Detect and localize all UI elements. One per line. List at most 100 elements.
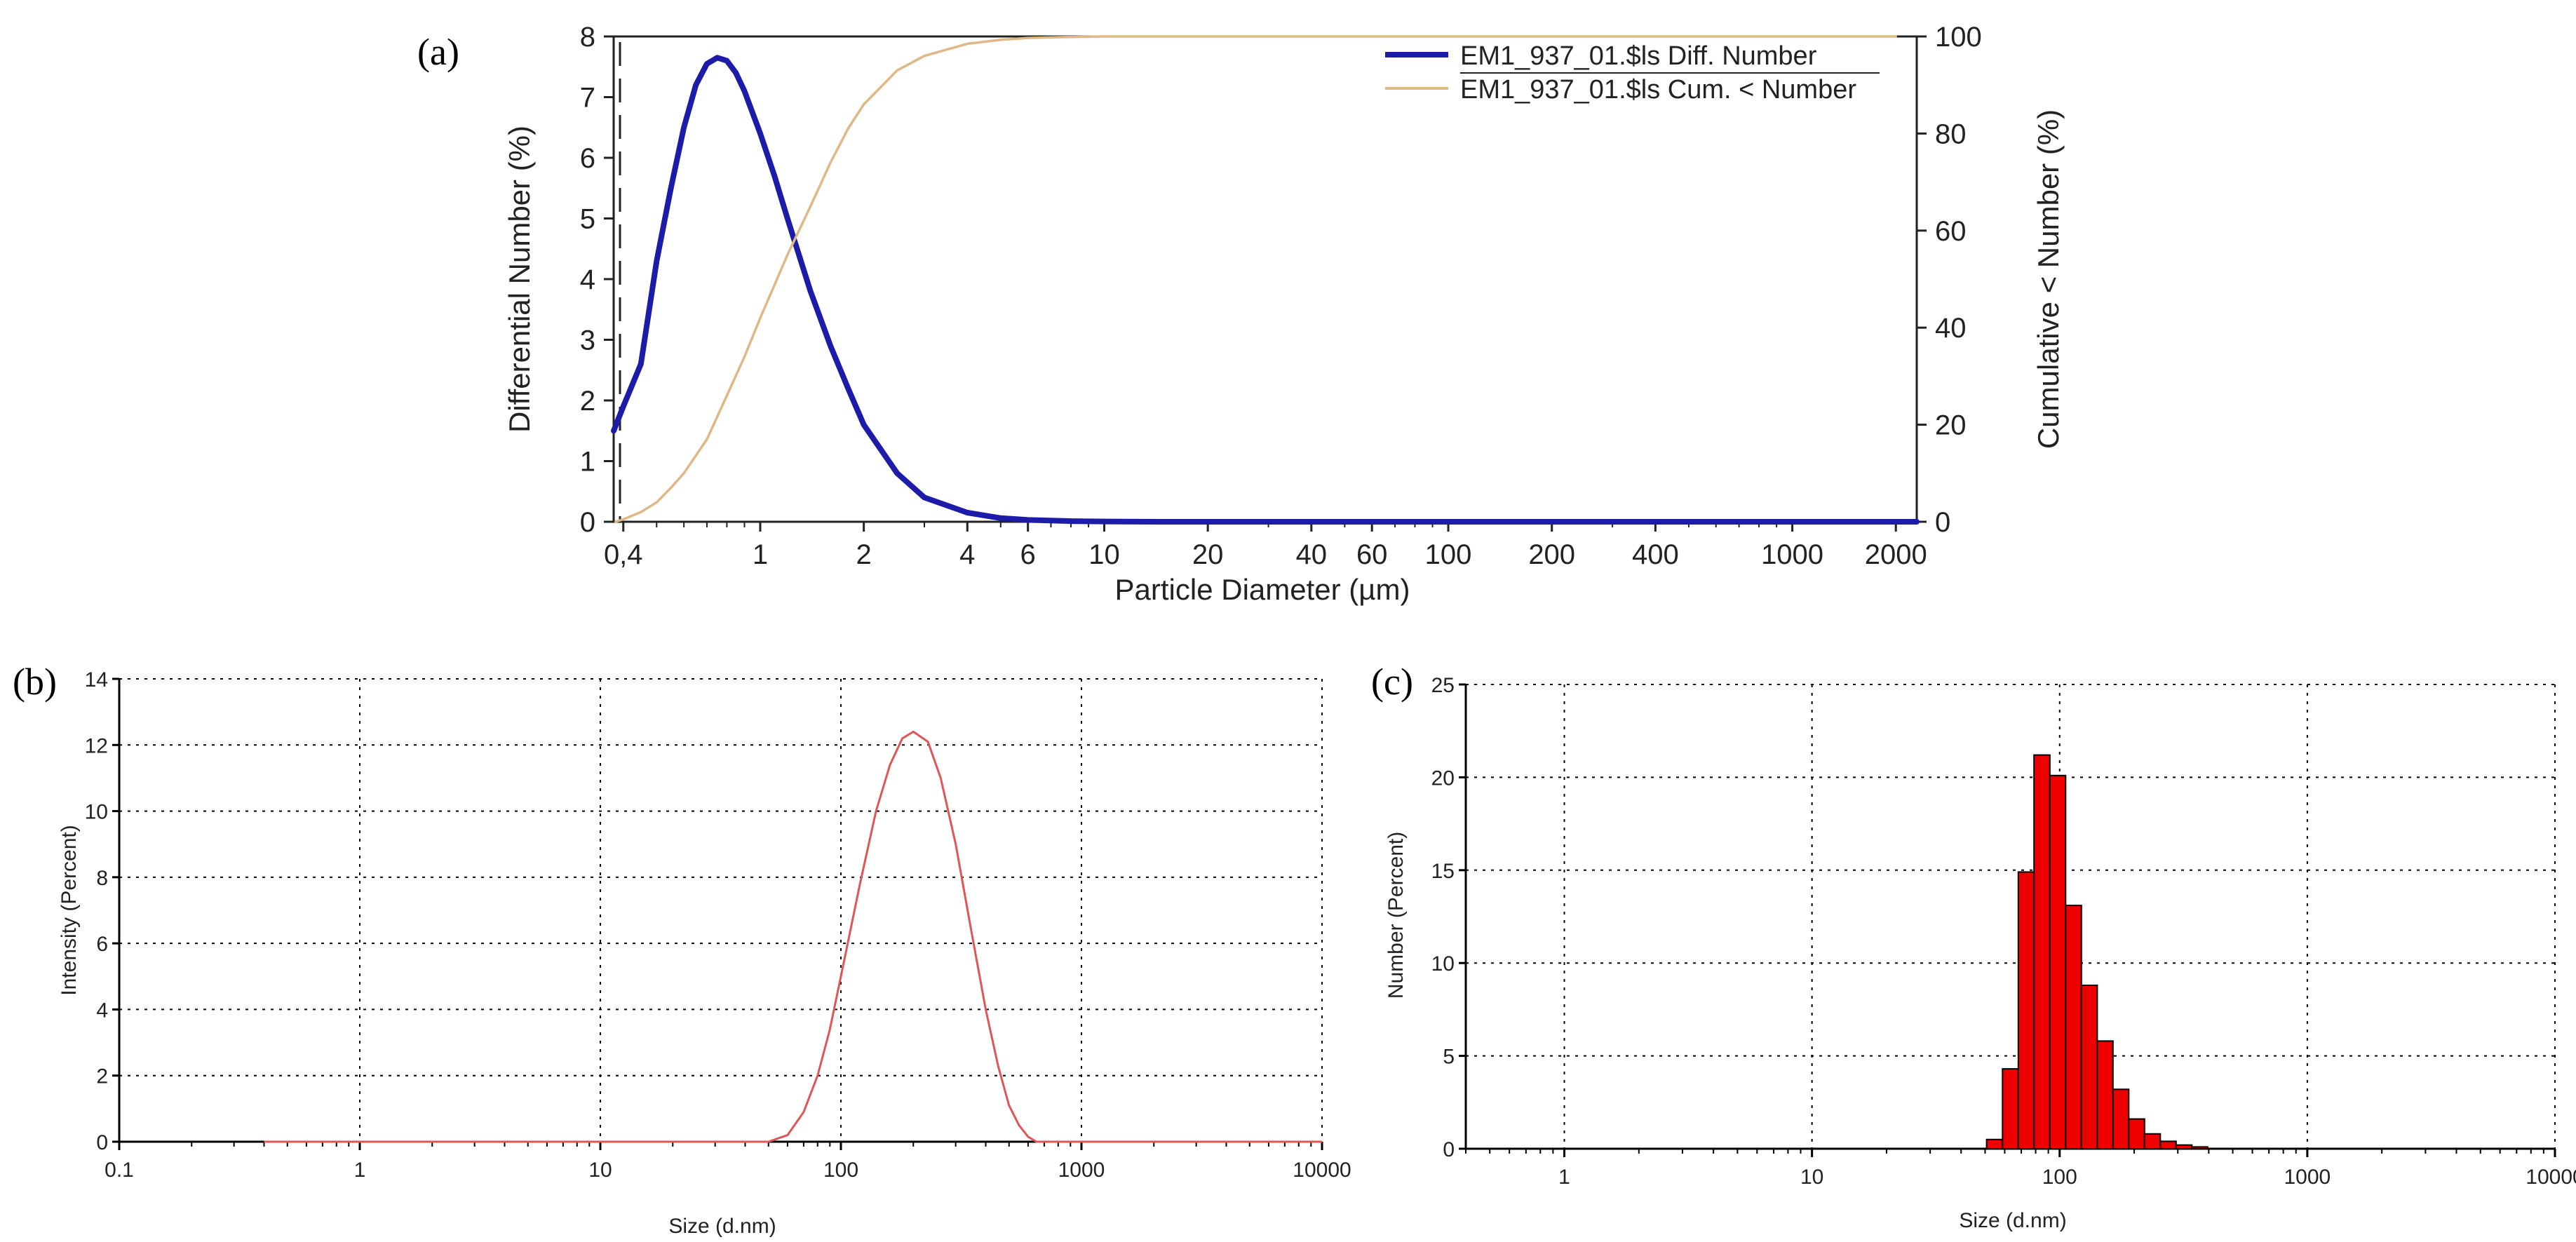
- chart-a-y-tick-label: 2: [580, 386, 595, 417]
- chart-a-y2-tick-label: 80: [1935, 119, 1967, 149]
- chart-c-bar: [2191, 1146, 2209, 1150]
- chart-a-y-axis-label: Differential Number (%): [503, 126, 536, 433]
- chart-b-y-tick-label: 14: [85, 668, 108, 691]
- chart-a-y2-tick-label: 20: [1935, 410, 1967, 441]
- chart-c-x-ticks: 1 10 100 1000 10000: [1465, 1149, 2576, 1189]
- chart-c-bars: [1985, 754, 2209, 1150]
- panel-label-a: (a): [417, 31, 459, 73]
- chart-c-grid: [1466, 684, 2556, 1149]
- chart-a-y2-tick-label: 60: [1935, 216, 1967, 247]
- chart-a-x-tick-label: 2: [856, 539, 871, 570]
- chart-c-bar: [2049, 774, 2067, 1150]
- chart-a-y2-tick-label: 0: [1935, 507, 1950, 538]
- chart-b-x-tick-label: 100: [823, 1159, 858, 1182]
- chart-c: 0 5 10 15 20 25 1 10 100 1000 10000 Size (d.nm) N…: [1384, 674, 2576, 1232]
- chart-b-x-tick-label: 1000: [1058, 1159, 1105, 1182]
- chart-b-x-tick-label: 1: [354, 1159, 366, 1182]
- chart-c-x-tick-label: 1: [1558, 1166, 1570, 1189]
- chart-c-y-tick-label: 0: [1443, 1138, 1455, 1161]
- chart-a-x-tick-label: 40: [1296, 539, 1328, 570]
- chart-a-x-tick-label: 6: [1020, 539, 1036, 570]
- chart-b-x-tick-label: 10000: [1293, 1159, 1351, 1182]
- chart-c-bar: [2033, 754, 2051, 1149]
- chart-c-y-axis-label: Number (Percent): [1384, 832, 1408, 999]
- chart-a-x-tick-label: 10: [1088, 539, 1120, 570]
- chart-c-x-axis-label: Size (d.nm): [1959, 1209, 2066, 1232]
- chart-a-y-tick-label: 3: [580, 325, 595, 356]
- chart-a: 0 1 2 3 4 5 6 7 8 0 20 40 60 80 100 0,4 1 2 4 6 10 20 40 60 10…: [503, 22, 2065, 606]
- chart-a-x-tick-label: 1000: [1761, 539, 1823, 570]
- chart-c-bar: [2080, 985, 2098, 1149]
- chart-a-x-axis-label: Particle Diameter (µm): [1115, 573, 1410, 606]
- chart-b-y-axis-label: Intensity (Percent): [58, 825, 81, 995]
- chart-a-diff-number-line: [611, 55, 1920, 525]
- chart-c-y-ticks: 0 5 10 15 20 25: [1431, 674, 1466, 1161]
- chart-a-y-tick-label: 0: [580, 507, 595, 538]
- chart-a-y2-axis-label: Cumulative < Number (%): [2032, 109, 2065, 449]
- chart-c-y-tick-label: 15: [1431, 860, 1455, 883]
- chart-a-y-ticks: 0 1 2 3 4 5 6 7 8: [580, 22, 614, 538]
- chart-a-x-tick-label: 2000: [1865, 539, 1927, 570]
- chart-a-y-tick-label: 6: [580, 143, 595, 174]
- chart-a-x-tick-label: 400: [1632, 539, 1679, 570]
- chart-a-legend: EM1_937_01.$ls Diff. Number EM1_937_01.$…: [1385, 41, 1880, 104]
- chart-a-x-tick-label: 1: [753, 539, 768, 570]
- panel-label-c: (c): [1371, 661, 1413, 703]
- chart-a-legend-label-cum: EM1_937_01.$ls Cum. < Number: [1460, 75, 1856, 104]
- chart-b-y-tick-label: 2: [96, 1065, 108, 1088]
- chart-a-x-tick-label: 20: [1192, 539, 1224, 570]
- chart-b-series: [264, 730, 1322, 1143]
- chart-a-y2-tick-label: 40: [1935, 313, 1967, 344]
- chart-c-bar: [2175, 1144, 2193, 1149]
- chart-c-y-tick-label: 5: [1443, 1046, 1455, 1069]
- chart-a-y-tick-label: 5: [580, 204, 595, 235]
- chart-c-bar: [2002, 1068, 2019, 1149]
- chart-a-y-tick-label: 4: [580, 264, 595, 295]
- chart-b-grid: [119, 678, 1323, 1142]
- chart-c-bar: [2159, 1140, 2177, 1150]
- chart-a-y2-ticks: 0 20 40 60 80 100: [1917, 22, 1982, 538]
- chart-b-y-tick-label: 10: [85, 801, 108, 824]
- chart-b-y-tick-label: 12: [85, 734, 108, 757]
- chart-b-x-tick-label: 0.1: [104, 1159, 134, 1182]
- chart-b-x-axis-label: Size (d.nm): [668, 1215, 776, 1238]
- chart-b-y-ticks: 0 2 4 6 8 10 12 14: [85, 668, 119, 1154]
- chart-a-y2-tick-label: 100: [1935, 22, 1982, 53]
- chart-a-legend-label-diff: EM1_937_01.$ls Diff. Number: [1460, 41, 1817, 71]
- chart-b-y-tick-label: 6: [96, 933, 108, 956]
- chart-a-x-tick-label: 4: [959, 539, 975, 570]
- chart-c-y-tick-label: 25: [1431, 674, 1455, 697]
- chart-c-x-tick-label: 10000: [2526, 1166, 2576, 1189]
- chart-c-y-tick-label: 10: [1431, 952, 1455, 976]
- chart-c-bar: [2017, 871, 2035, 1150]
- panel-label-b: (b): [13, 661, 57, 703]
- chart-c-bar: [2065, 905, 2082, 1149]
- chart-a-y-tick-label: 1: [580, 447, 595, 478]
- chart-a-x-ticks: 0,4 1 2 4 6 10 20 40 60 100 200 400 1000 2000: [604, 522, 1927, 570]
- chart-a-y-tick-label: 7: [580, 83, 595, 114]
- chart-a-y-tick-label: 8: [580, 22, 595, 53]
- chart-a-series: [611, 35, 1920, 525]
- chart-c-x-tick-label: 10: [1800, 1166, 1823, 1189]
- chart-b-intensity-line: [264, 730, 1322, 1143]
- chart-c-x-tick-label: 100: [2042, 1166, 2077, 1189]
- chart-c-bar: [2143, 1133, 2162, 1150]
- chart-c-bar: [2112, 1088, 2130, 1150]
- chart-b-x-tick-label: 10: [588, 1159, 612, 1182]
- chart-c-bar: [2128, 1118, 2145, 1149]
- chart-c-bar: [2096, 1040, 2114, 1150]
- chart-a-x-tick-label: 60: [1356, 539, 1388, 570]
- chart-a-x-tick-label: 100: [1425, 539, 1472, 570]
- chart-a-x-tick-label: 200: [1528, 539, 1575, 570]
- chart-b: 0 2 4 6 8 10 12 14 0.1 1 10 100 1000 10000 Size (d.n…: [58, 668, 1351, 1238]
- chart-a-x-tick-label: 0,4: [604, 539, 643, 570]
- chart-b-y-tick-label: 0: [96, 1131, 108, 1154]
- chart-c-x-tick-label: 1000: [2284, 1166, 2331, 1189]
- chart-c-bar: [1985, 1138, 2004, 1150]
- chart-b-y-tick-label: 8: [96, 867, 108, 890]
- chart-b-y-tick-label: 4: [96, 999, 108, 1022]
- chart-c-y-tick-label: 20: [1431, 767, 1455, 790]
- chart-a-cumulative-line: [614, 35, 1897, 523]
- chart-b-x-ticks: 0.1 1 10 100 1000 10000: [104, 1142, 1351, 1182]
